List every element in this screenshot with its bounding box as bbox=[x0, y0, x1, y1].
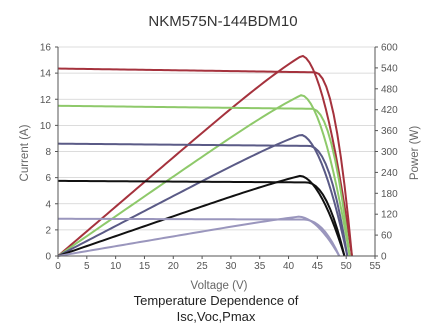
x-tick-label: 30 bbox=[225, 261, 237, 272]
y-left-tick-label: 12 bbox=[40, 95, 52, 106]
y-right-tick-label: 420 bbox=[381, 105, 398, 116]
iv-curve bbox=[57, 217, 341, 257]
y-left-tick-label: 2 bbox=[45, 225, 51, 236]
x-tick-label: 25 bbox=[197, 261, 209, 272]
y-left-tick-label: 14 bbox=[40, 69, 52, 80]
y-left-tick-label: 8 bbox=[45, 147, 51, 158]
pv-curve bbox=[57, 94, 351, 257]
caption-line-1: Temperature Dependence of bbox=[134, 293, 299, 308]
gridlines bbox=[58, 46, 375, 257]
y-left-tick-label: 0 bbox=[45, 252, 51, 263]
chart-title: NKM575N-144BDM10 bbox=[148, 13, 297, 30]
iv-curve bbox=[57, 67, 353, 257]
y-left-tick-label: 6 bbox=[45, 173, 51, 184]
tick-labels: 0 5 10 15 20 25 30 35 40 45 50 55024681012141606012… bbox=[40, 43, 398, 273]
y-right-tick-label: 360 bbox=[381, 126, 398, 137]
y-right-tick-label: 240 bbox=[381, 168, 398, 179]
x-tick-label: 5 bbox=[84, 261, 90, 272]
y-axis-label-right: Power (W) bbox=[409, 126, 421, 180]
y-right-tick-label: 300 bbox=[381, 147, 398, 158]
y-right-tick-label: 480 bbox=[381, 84, 398, 95]
y-right-tick-label: 0 bbox=[381, 252, 387, 263]
pv-curve bbox=[57, 134, 349, 257]
y-axis-label-left: Current (A) bbox=[19, 124, 31, 181]
y-left-tick-label: 10 bbox=[40, 121, 52, 132]
x-tick-label: 0 bbox=[55, 261, 61, 272]
x-tick-label: 10 bbox=[110, 261, 122, 272]
y-left-tick-label: 4 bbox=[45, 199, 51, 210]
x-tick-label: 20 bbox=[168, 261, 180, 272]
y-left-tick-label: 16 bbox=[40, 43, 52, 54]
iv-curve bbox=[57, 142, 349, 257]
x-tick-label: 15 bbox=[139, 261, 151, 272]
caption-line-2: Isc,Voc,Pmax bbox=[177, 309, 256, 324]
iv-curve bbox=[57, 179, 346, 257]
x-tick-label: 55 bbox=[369, 261, 381, 272]
y-right-tick-label: 540 bbox=[381, 63, 398, 74]
y-right-tick-label: 60 bbox=[381, 231, 393, 242]
x-tick-label: 35 bbox=[254, 261, 266, 272]
x-tick-label: 45 bbox=[312, 261, 324, 272]
axes bbox=[55, 46, 378, 259]
iv-curve bbox=[57, 104, 351, 257]
x-tick-label: 50 bbox=[341, 261, 353, 272]
pv-curve bbox=[57, 54, 353, 257]
pv-curve bbox=[57, 215, 341, 257]
x-axis-label: Voltage (V) bbox=[191, 280, 248, 292]
y-right-tick-label: 180 bbox=[381, 189, 398, 200]
y-right-tick-label: 120 bbox=[381, 210, 398, 221]
pv-curve bbox=[57, 174, 346, 257]
curves bbox=[57, 54, 353, 257]
x-tick-label: 40 bbox=[283, 261, 295, 272]
y-right-tick-label: 600 bbox=[381, 43, 398, 54]
